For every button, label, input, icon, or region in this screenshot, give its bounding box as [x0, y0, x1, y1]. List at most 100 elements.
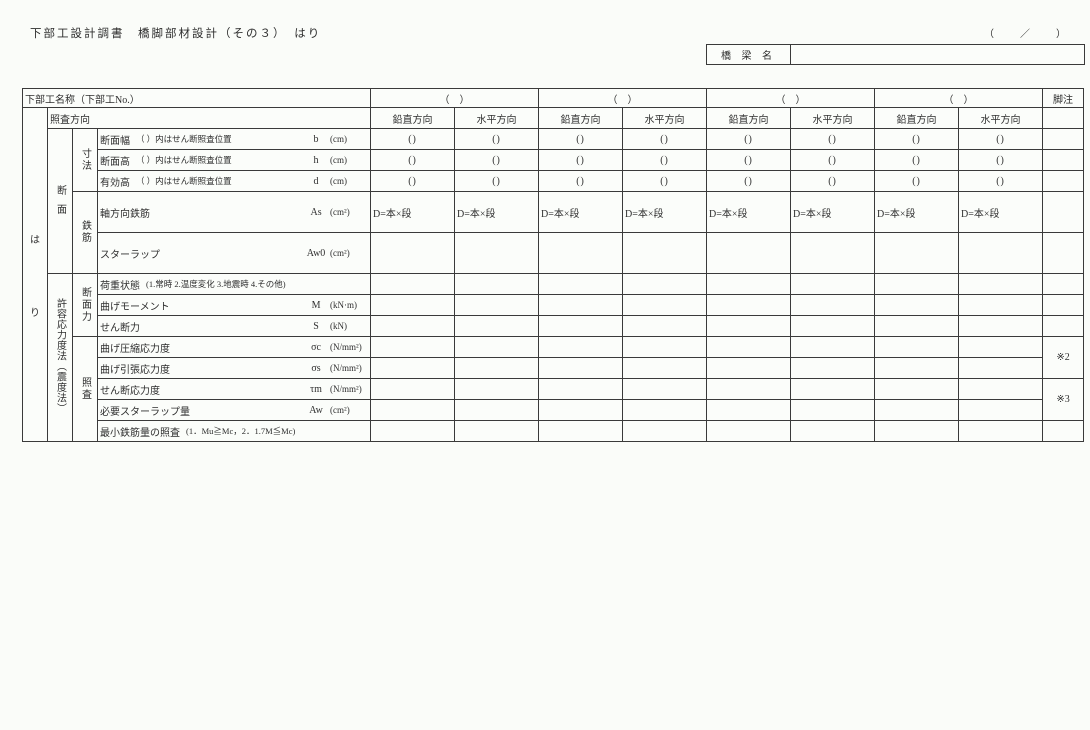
- row-label-effective-depth: 有効高（ ）内はせん断照査位置 d (cm): [96, 170, 372, 192]
- footnote-ref-2: ※2: [1042, 336, 1085, 379]
- row-label-shear-force: せん断力 S (kN): [96, 315, 372, 337]
- table-row: 断面 寸法 断面幅（ ）内はせん断照査位置 b (cm) () () () () …: [23, 128, 1085, 274]
- data-cell: [958, 336, 1044, 358]
- substructure-name-header: 下部工名称（下部工No.）: [21, 88, 372, 108]
- member-char-2: り: [30, 307, 40, 319]
- data-cell: D=本×段: [622, 191, 708, 233]
- row-label-tensile-stress: 曲げ引張応力度 σs (N/mm²): [96, 357, 372, 379]
- allowable-stress-method-label: 許容応力度法（震度法）: [47, 273, 73, 442]
- data-cell: (): [454, 170, 540, 192]
- table-row: 鉄筋 軸方向鉄筋 As (cm²) D=本×段 D=本×段 D=本×段 D=本×段…: [23, 191, 1085, 274]
- data-cell: (): [706, 170, 792, 192]
- table-row: 曲げ引張応力度 σs (N/mm²): [23, 357, 1084, 379]
- table-row: せん断力 S (kN): [23, 315, 1085, 337]
- data-cell: (): [622, 149, 708, 171]
- data-cell: (): [874, 149, 960, 171]
- bridge-name-value: [791, 45, 1084, 64]
- table-row: は り 照査方向 鉛直方向 水平方向 鉛直方向 水平方向 鉛直方向 水平方向 鉛…: [22, 107, 1085, 442]
- page-title: 下部工設計調書 橋脚部材設計（その３） はり: [30, 28, 322, 40]
- data-cell: [538, 232, 624, 274]
- table-row: 必要スターラップ量 Aw (cm²): [23, 399, 1084, 421]
- data-cell: [538, 273, 624, 295]
- data-cell: [622, 420, 708, 442]
- data-cell: D=本×段: [538, 191, 624, 233]
- data-cell: [454, 315, 540, 337]
- direction-header-horizontal: 水平方向: [958, 107, 1044, 129]
- data-cell: [622, 273, 708, 295]
- data-cell: [790, 273, 876, 295]
- data-cell: (): [874, 128, 960, 150]
- footnote-cell: [1042, 273, 1085, 295]
- data-cell: [454, 420, 540, 442]
- data-cell: [874, 357, 960, 379]
- data-cell: [454, 294, 540, 316]
- bridge-name-box: 橋 梁 名: [706, 44, 1085, 65]
- data-cell: [454, 273, 540, 295]
- section-group-label: 断面: [47, 128, 73, 274]
- data-cell: [790, 420, 876, 442]
- data-cell: [706, 336, 792, 358]
- data-cell: [370, 357, 456, 379]
- data-cell: [454, 399, 540, 421]
- data-cell: [622, 357, 708, 379]
- data-cell: [622, 315, 708, 337]
- data-cell: D=本×段: [706, 191, 792, 233]
- data-cell: [538, 315, 624, 337]
- member-side-label: は り: [22, 107, 48, 442]
- data-cell: [370, 378, 456, 400]
- data-cell: [706, 420, 792, 442]
- data-cell: [706, 273, 792, 295]
- row-label-section-width: 断面幅（ ）内はせん断照査位置 b (cm): [96, 128, 372, 150]
- data-cell: D=本×段: [370, 191, 456, 233]
- direction-header-vertical: 鉛直方向: [706, 107, 792, 129]
- data-cell: [370, 399, 456, 421]
- data-cell: [622, 294, 708, 316]
- data-cell: [958, 378, 1044, 400]
- data-cell: [874, 336, 960, 358]
- data-cell: (): [370, 128, 456, 150]
- data-cell: [958, 357, 1044, 379]
- table-row: 下部工名称（下部工No.） （ ） （ ） （ ） （ ） 脚注: [21, 88, 1085, 108]
- data-cell: [706, 294, 792, 316]
- direction-header-vertical: 鉛直方向: [874, 107, 960, 129]
- data-cell: [790, 294, 876, 316]
- data-cell: (): [454, 149, 540, 171]
- case-group-header-3: （ ）: [706, 88, 876, 108]
- footnote-cell: [1042, 170, 1085, 192]
- footnote-cell: [1042, 107, 1085, 129]
- data-cell: [958, 294, 1044, 316]
- data-cell: [454, 336, 540, 358]
- data-cell: (): [706, 149, 792, 171]
- direction-header-vertical: 鉛直方向: [538, 107, 624, 129]
- data-cell: [790, 315, 876, 337]
- row-label-min-rebar-check: 最小鉄筋量の照査 (1．Mu≧Mc，2．1.7M≦Mc): [96, 420, 372, 442]
- case-group-header-1: （ ）: [370, 88, 540, 108]
- table-row: せん断応力度 τm (N/mm²) ※3: [23, 378, 1085, 421]
- data-cell: [790, 336, 876, 358]
- row-label-bending-moment: 曲げモーメント M (kN·m): [96, 294, 372, 316]
- data-cell: [958, 273, 1044, 295]
- data-cell: [538, 294, 624, 316]
- table-row: 許容応力度法（震度法） 断面力 荷重状態 (1.常時 2.温度変化 3.地震時 4…: [23, 273, 1085, 442]
- rebar-group-label: 鉄筋: [72, 191, 98, 274]
- data-cell: [454, 378, 540, 400]
- data-cell: (): [538, 128, 624, 150]
- case-group-header-2: （ ）: [538, 88, 708, 108]
- footnote-cell: [1042, 315, 1085, 337]
- data-cell: [958, 399, 1044, 421]
- data-cell: [622, 378, 708, 400]
- footnote-cell: [1042, 191, 1085, 233]
- data-cell: [874, 399, 960, 421]
- data-cell: [538, 420, 624, 442]
- data-cell: (): [454, 128, 540, 150]
- data-cell: [622, 399, 708, 421]
- data-cell: D=本×段: [454, 191, 540, 233]
- data-cell: [706, 399, 792, 421]
- data-cell: [370, 336, 456, 358]
- data-cell: (): [370, 149, 456, 171]
- row-label-section-height: 断面高（ ）内はせん断照査位置 h (cm): [96, 149, 372, 171]
- data-cell: [622, 232, 708, 274]
- data-cell: (): [622, 170, 708, 192]
- data-cell: (): [958, 149, 1044, 171]
